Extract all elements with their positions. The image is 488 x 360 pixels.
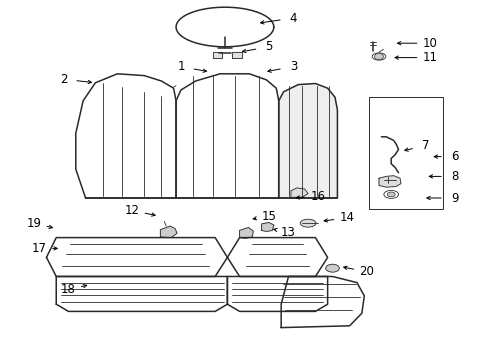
Circle shape: [87, 284, 94, 289]
Circle shape: [81, 280, 99, 293]
Polygon shape: [46, 238, 227, 276]
Polygon shape: [239, 228, 253, 238]
Text: 19: 19: [27, 217, 41, 230]
Bar: [368, 97, 442, 209]
Text: 12: 12: [124, 204, 139, 217]
Polygon shape: [261, 222, 273, 231]
Polygon shape: [160, 226, 177, 238]
Polygon shape: [278, 84, 337, 198]
Ellipse shape: [371, 53, 385, 60]
Polygon shape: [290, 188, 307, 197]
Text: 6: 6: [450, 150, 458, 163]
Polygon shape: [76, 74, 176, 198]
Polygon shape: [176, 74, 278, 198]
Ellipse shape: [383, 190, 398, 198]
Polygon shape: [212, 52, 222, 58]
Text: 5: 5: [264, 40, 272, 53]
Text: 7: 7: [421, 139, 428, 152]
Polygon shape: [378, 176, 400, 187]
Polygon shape: [281, 276, 364, 328]
Text: 20: 20: [359, 265, 373, 278]
Text: 4: 4: [289, 12, 297, 24]
Text: 17: 17: [32, 242, 46, 255]
Text: 15: 15: [261, 210, 276, 222]
Text: 1: 1: [177, 60, 184, 73]
Text: 14: 14: [339, 211, 354, 224]
Text: 16: 16: [310, 190, 325, 203]
Polygon shape: [176, 7, 273, 47]
Text: 10: 10: [422, 37, 437, 50]
Text: 11: 11: [422, 51, 437, 64]
Ellipse shape: [300, 219, 315, 227]
Text: 13: 13: [281, 226, 295, 239]
Text: 9: 9: [450, 192, 458, 204]
Text: 2: 2: [60, 73, 67, 86]
Text: 8: 8: [450, 170, 458, 183]
Text: 3: 3: [289, 60, 297, 73]
Circle shape: [374, 53, 383, 60]
Polygon shape: [56, 276, 227, 311]
Ellipse shape: [386, 192, 394, 197]
Text: 18: 18: [61, 283, 76, 296]
Polygon shape: [227, 238, 327, 276]
Polygon shape: [232, 52, 242, 58]
Ellipse shape: [325, 264, 339, 272]
Polygon shape: [227, 276, 327, 311]
